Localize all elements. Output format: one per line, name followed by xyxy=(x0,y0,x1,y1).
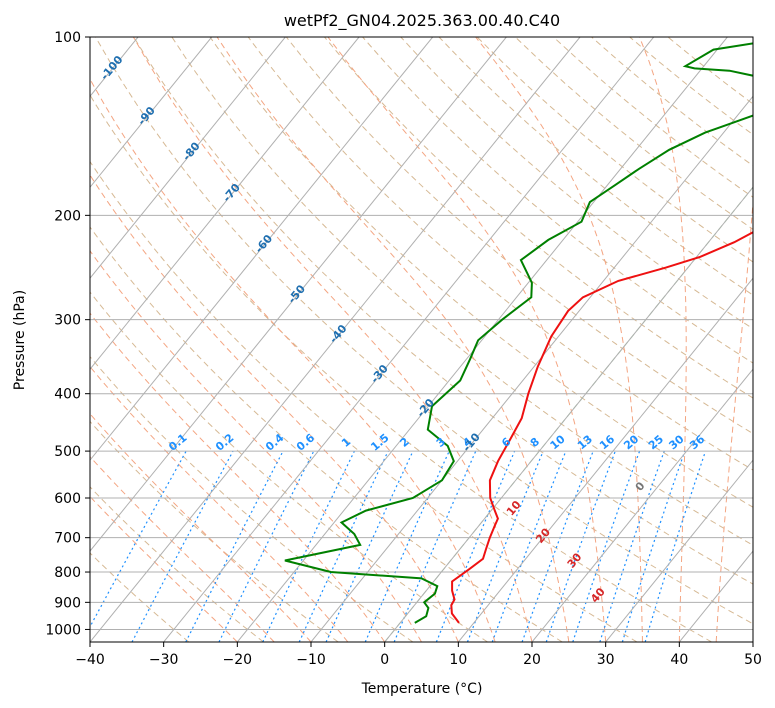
x-tick-label: 10 xyxy=(449,652,467,668)
sounding-traces xyxy=(284,42,753,624)
grid-lines xyxy=(90,37,753,642)
moist-adiabat-line xyxy=(475,37,643,642)
x-tick-label: −40 xyxy=(75,652,105,668)
mixing-ratio-line xyxy=(435,450,516,642)
y-axis-ticks: 1000 900 800 700 600 500 400 300 200 100 xyxy=(45,30,90,638)
moist-adiabat-line xyxy=(715,196,753,642)
chart-title: wetPf2_GN04.2025.363.00.40.C40 xyxy=(284,11,560,31)
mixing-ratio-line xyxy=(298,450,389,642)
dry-adiabats xyxy=(90,37,753,642)
mixing-ratio-line xyxy=(491,450,567,642)
dry-adiabat-line xyxy=(95,37,753,625)
dry-adiabat-line xyxy=(90,94,712,642)
dry-adiabat-line xyxy=(209,37,753,508)
isotherm-gridline xyxy=(90,37,360,370)
mixing-ratio-line xyxy=(218,450,315,642)
isotherm-gridline xyxy=(90,37,213,189)
mixing-ratio-line xyxy=(364,450,450,642)
mixing-ratio-line xyxy=(185,450,284,642)
isotherm-gridline xyxy=(384,186,753,642)
y-tick-label: 900 xyxy=(54,595,81,611)
y-tick-label: 500 xyxy=(54,444,81,460)
dry-adiabat-line xyxy=(247,37,753,471)
dry-adiabat-line xyxy=(90,420,339,642)
dry-adiabat-line xyxy=(90,291,488,642)
moist-adiabat-line xyxy=(90,495,238,642)
dry-adiabat-line xyxy=(400,37,753,330)
isotherm-gridline xyxy=(90,37,507,552)
isotherm-gridline xyxy=(90,37,286,280)
isotherm-gridline xyxy=(605,459,753,642)
dewpoint-trace xyxy=(284,42,753,624)
moist-adiabat-line xyxy=(639,37,687,642)
x-tick-label: 20 xyxy=(523,652,541,668)
moist-adiabat-line xyxy=(327,37,607,642)
x-axis-ticks: −40 −30 −20 −10 0 10 20 30 40 50 xyxy=(75,642,762,668)
x-tick-label: 50 xyxy=(744,652,762,668)
mixing-ratio-line xyxy=(545,450,616,642)
y-tick-label: 600 xyxy=(54,491,81,507)
mixing-ratio-line xyxy=(325,450,414,642)
moist-adiabat-line xyxy=(132,37,533,642)
y-tick-label: 1000 xyxy=(45,622,81,638)
moist-adiabat-line xyxy=(216,37,570,642)
y-tick-label: 400 xyxy=(54,387,81,403)
plot-area: 0.1 0.2 0.4 0.6 1 1.5 2 3 4 6 8 10 13 16 20 25 30 36-100-… xyxy=(90,37,753,642)
dry-adiabat-line xyxy=(90,552,190,642)
moist-adiabat-line xyxy=(90,312,386,642)
x-tick-label: −20 xyxy=(223,652,253,668)
temperature-trace xyxy=(450,231,753,624)
mixing-ratio-line xyxy=(621,450,686,642)
isotherm-gridline xyxy=(90,37,434,461)
y-tick-label: 700 xyxy=(54,531,81,547)
moist-adiabat-line xyxy=(90,77,496,642)
dry-adiabat-line xyxy=(90,160,638,642)
isotherm-gridline xyxy=(457,277,753,642)
dry-adiabat-line xyxy=(438,37,753,296)
isotherm-gridline xyxy=(310,95,753,642)
y-tick-label: 300 xyxy=(54,313,81,329)
dry-adiabat-line xyxy=(133,37,753,585)
x-tick-label: −30 xyxy=(149,652,179,668)
x-tick-label: 0 xyxy=(380,652,389,668)
plot-frame xyxy=(89,36,754,643)
isotherm-gridline xyxy=(163,37,655,642)
x-tick-label: 40 xyxy=(670,652,688,668)
mixing-ratio-line xyxy=(572,450,641,642)
y-tick-label: 100 xyxy=(54,30,81,46)
isotherm-gridline xyxy=(90,37,581,642)
mixing-ratio-line xyxy=(90,450,187,629)
x-tick-label: 30 xyxy=(597,652,615,668)
mixing-ratio-line xyxy=(599,450,665,642)
isotherm-gridline xyxy=(531,368,753,642)
moist-adiabat-line xyxy=(90,365,349,642)
y-axis-label: Pressure (hPa) xyxy=(12,290,28,390)
moist-adiabat-line xyxy=(90,174,459,642)
mixing-ratio-line xyxy=(466,450,544,642)
x-tick-label: −10 xyxy=(296,652,326,668)
x-axis-label: Temperature (°C) xyxy=(361,681,483,697)
isotherm-gridline xyxy=(236,37,728,642)
moist-adiabats xyxy=(90,37,753,642)
y-tick-label: 800 xyxy=(54,565,81,581)
dry-adiabat-line xyxy=(90,226,563,642)
y-tick-label: 200 xyxy=(54,208,81,224)
